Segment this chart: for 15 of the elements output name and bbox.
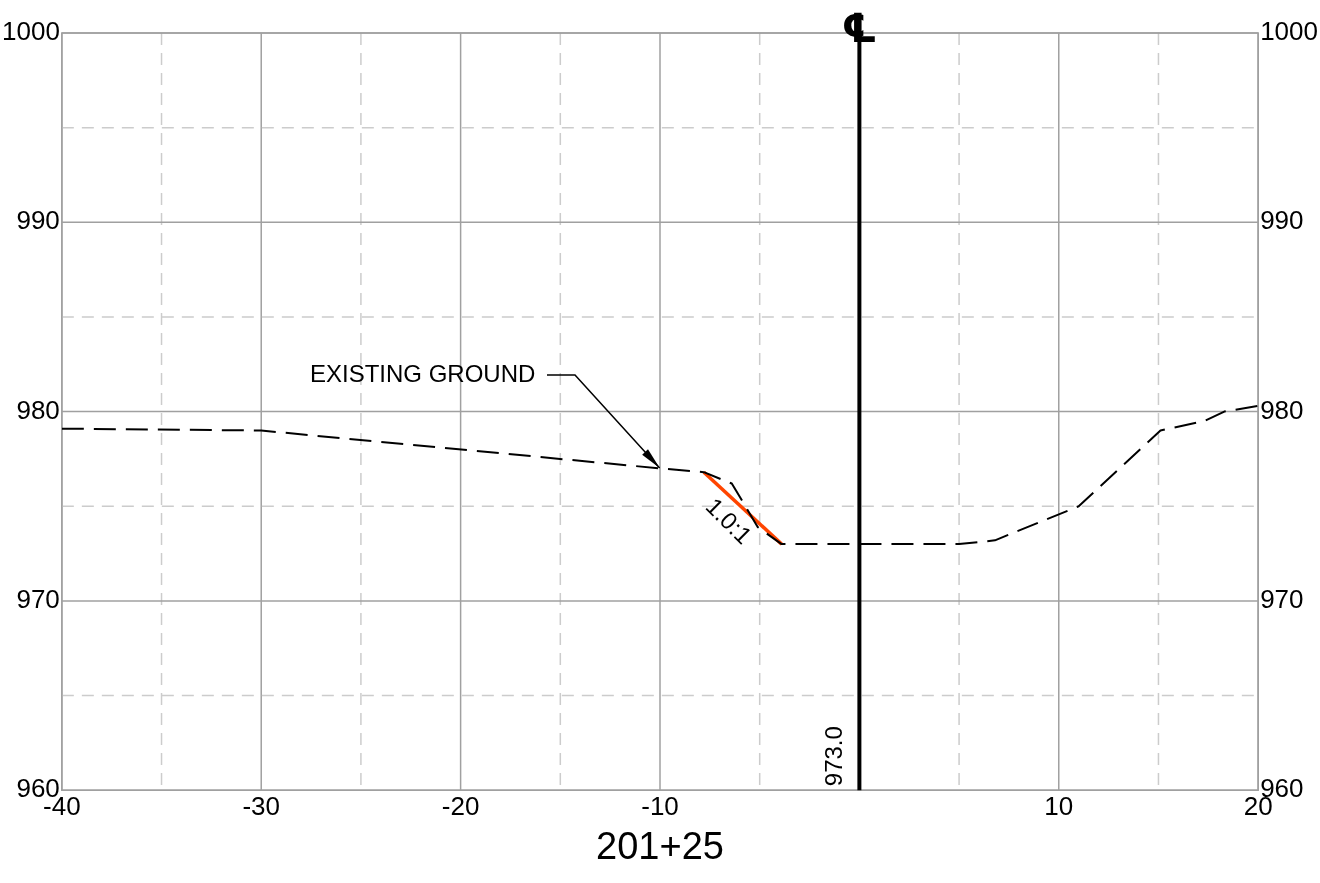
x-tick-label: -10 bbox=[641, 790, 679, 821]
x-tick-label: -30 bbox=[242, 790, 281, 821]
y2-tick-label: 1000 bbox=[1260, 16, 1318, 47]
annotation: 973.0 bbox=[820, 726, 848, 787]
x-tick-label: 10 bbox=[1044, 790, 1074, 821]
y2-tick-label: 970 bbox=[1260, 584, 1304, 615]
y2-tick-label: 990 bbox=[1260, 205, 1304, 236]
y2-tick-label: 980 bbox=[1260, 394, 1304, 425]
y-tick-label: 990 bbox=[16, 205, 60, 236]
y-tick-label: 970 bbox=[16, 584, 60, 615]
x-tick-label: -20 bbox=[441, 790, 480, 821]
y-tick-label: 980 bbox=[16, 394, 60, 425]
annotation: EXISTING GROUND bbox=[310, 360, 536, 388]
x-axis-title: 201+25 bbox=[596, 824, 724, 867]
y-tick-label: 1000 bbox=[2, 16, 60, 47]
